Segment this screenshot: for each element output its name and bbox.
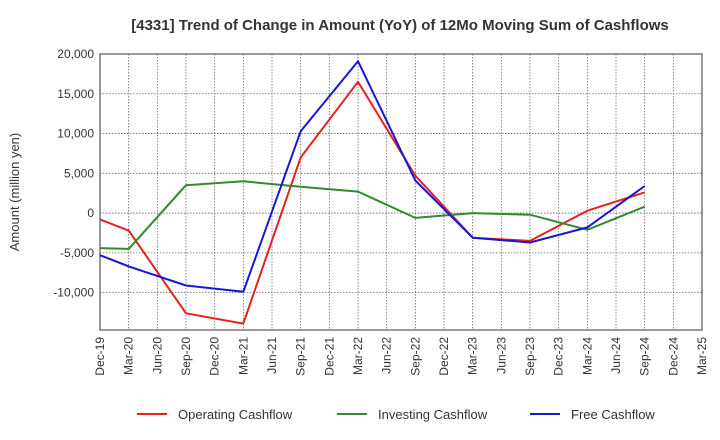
- x-tick-label: Mar-20: [122, 337, 136, 375]
- y-tick-label: -5,000: [60, 246, 94, 260]
- x-tick-label: Jun-22: [380, 337, 394, 374]
- y-tick-label: 15,000: [57, 87, 94, 101]
- x-tick-label: Mar-21: [236, 337, 250, 375]
- chart-title: [4331] Trend of Change in Amount (YoY) o…: [131, 17, 669, 34]
- x-tick-label: Mar-25: [695, 337, 709, 375]
- x-tick-label: Dec-23: [552, 337, 566, 376]
- x-tick-label: Sep-23: [523, 337, 537, 376]
- x-tick-label: Jun-20: [150, 337, 164, 374]
- x-tick-label: Dec-20: [208, 337, 222, 376]
- investing-cashflow-line: [99, 180, 646, 250]
- x-tick-label: Mar-22: [351, 337, 365, 375]
- free-cashflow-legend-label: Free Cashflow: [571, 407, 655, 422]
- y-tick-label: -10,000: [53, 286, 94, 300]
- x-tick-label: Mar-24: [580, 337, 594, 375]
- x-tick-label: Dec-19: [93, 337, 107, 376]
- x-tick-label: Sep-22: [408, 337, 422, 376]
- x-tick-label: Sep-21: [294, 337, 308, 376]
- y-tick-label: 10,000: [57, 127, 94, 141]
- x-tick-label: Sep-24: [638, 337, 652, 376]
- plot-area: [99, 53, 703, 331]
- y-tick-label: 20,000: [57, 47, 94, 61]
- y-axis-ticks: 20,000 15,000 10,000 5,000 0 -5,000 -10,000: [53, 47, 94, 300]
- operating-cashflow-legend-label: Operating Cashflow: [178, 407, 293, 422]
- series-lines: [99, 60, 646, 325]
- x-tick-label: Dec-22: [437, 337, 451, 376]
- free-cashflow-line: [99, 60, 646, 293]
- x-tick-label: Jun-23: [494, 337, 508, 374]
- legend: Operating Cashflow Investing Cashflow Free…: [137, 407, 655, 422]
- y-tick-label: 5,000: [64, 166, 94, 180]
- x-axis-ticks: Dec-19 Mar-20 Jun-20 Sep-20 Dec-20 Mar-21 Jun-…: [93, 337, 709, 376]
- x-tick-label: Dec-21: [322, 337, 336, 376]
- x-tick-label: Dec-24: [666, 337, 680, 376]
- operating-cashflow-line: [99, 80, 646, 325]
- x-tick-label: Mar-23: [466, 337, 480, 375]
- x-tick-label: Jun-24: [609, 337, 623, 374]
- investing-cashflow-legend-label: Investing Cashflow: [378, 407, 488, 422]
- grid-lines: [100, 54, 702, 330]
- y-tick-label: 0: [87, 206, 94, 220]
- x-tick-label: Jun-21: [265, 337, 279, 374]
- plot-frame: [99, 53, 703, 331]
- y-axis-label: Amount (million yen): [7, 133, 22, 252]
- x-tick-label: Sep-20: [179, 337, 193, 376]
